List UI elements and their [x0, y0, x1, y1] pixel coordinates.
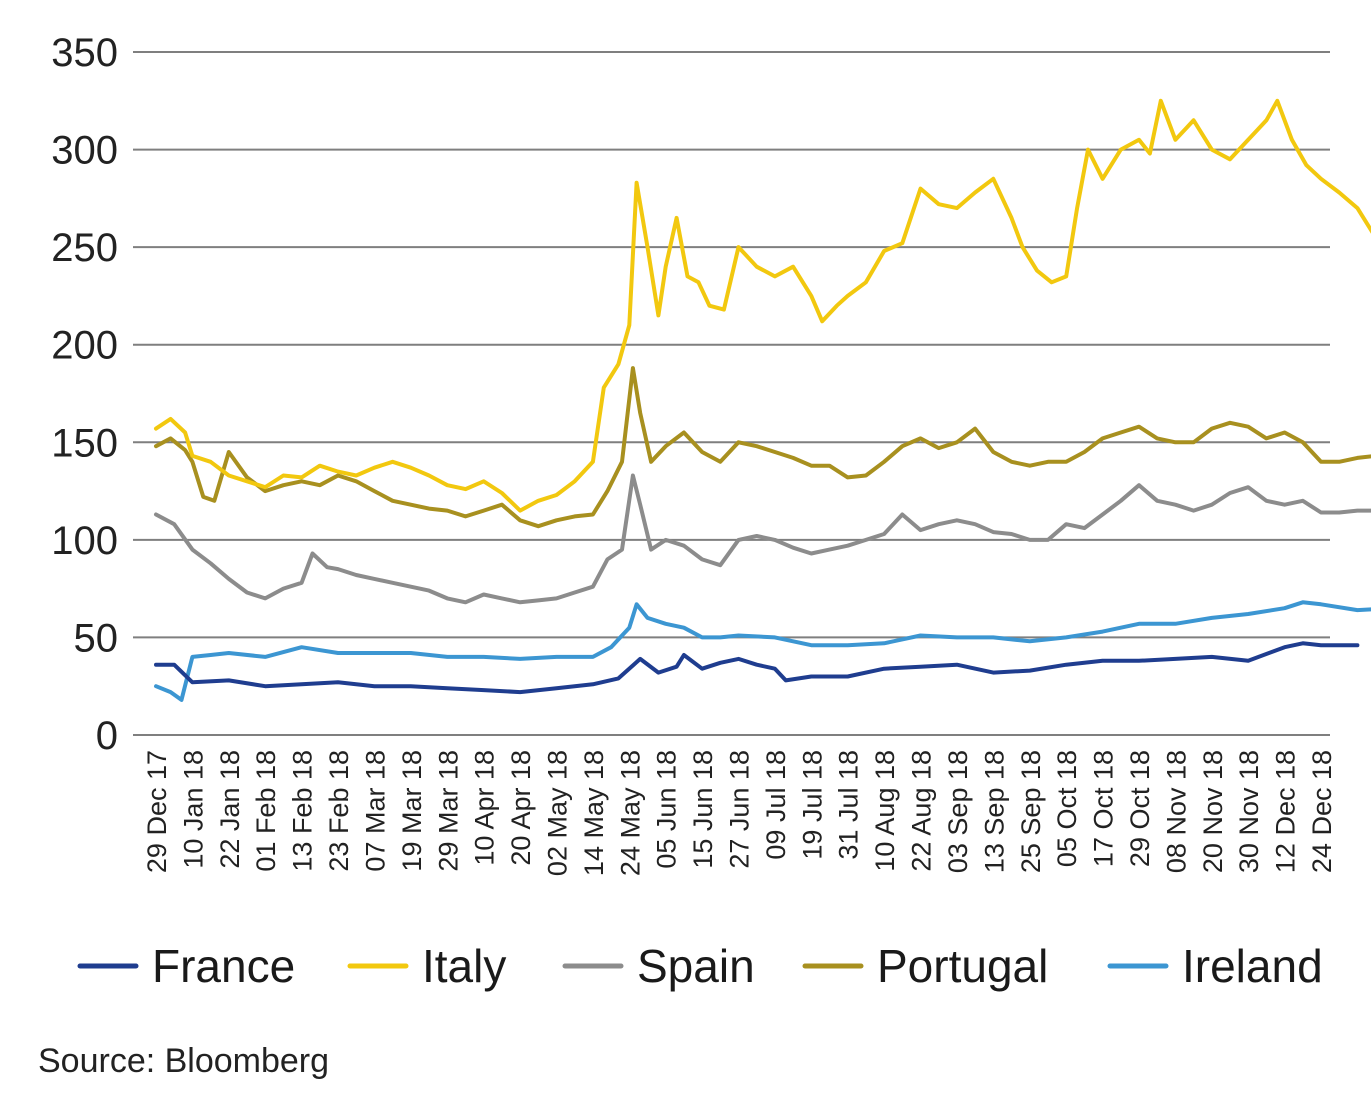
- x-tick-label: 14 May 18: [579, 750, 609, 876]
- x-tick-label: 13 Feb 18: [288, 750, 318, 872]
- x-tick-label: 22 Jan 18: [215, 750, 245, 869]
- source-note: Source: Bloomberg: [38, 1042, 329, 1080]
- y-tick-label: 100: [51, 519, 118, 563]
- y-tick-label: 200: [51, 324, 118, 368]
- x-tick-label: 15 Jun 18: [688, 750, 718, 869]
- x-tick-label: 31 Jul 18: [834, 750, 864, 860]
- y-tick-label: 0: [96, 714, 118, 758]
- legend-item-italy: Italy: [347, 940, 506, 992]
- y-tick-label: 150: [51, 421, 118, 465]
- legend-label: Spain: [637, 940, 755, 992]
- x-tick-label: 09 Jul 18: [761, 750, 791, 860]
- x-tick-label: 07 Mar 18: [360, 750, 390, 872]
- x-tick-label: 27 Jun 18: [725, 750, 755, 869]
- x-tick-label: 08 Nov 18: [1161, 750, 1191, 873]
- x-tick-label: 12 Dec 18: [1271, 750, 1301, 873]
- x-tick-label: 19 Mar 18: [397, 750, 427, 872]
- y-tick-label: 50: [74, 616, 119, 660]
- gridlines: [133, 51, 1330, 736]
- legend-item-ireland: Ireland: [1107, 940, 1323, 992]
- legend-item-spain: Spain: [562, 940, 755, 992]
- x-tick-label: 10 Jan 18: [178, 750, 208, 869]
- x-tick-label: 20 Apr 18: [506, 750, 536, 866]
- x-tick-label: 05 Jun 18: [652, 750, 682, 869]
- x-tick-label: 24 May 18: [615, 750, 645, 876]
- x-tick-label: 10 Apr 18: [470, 750, 500, 866]
- x-tick-label: 02 May 18: [542, 750, 572, 876]
- x-tick-label: 24 Dec 18: [1307, 750, 1337, 873]
- x-tick-label: 25 Sep 18: [1016, 750, 1046, 873]
- series-lines: [154, 98, 1371, 702]
- x-tick-label: 01 Feb 18: [251, 750, 281, 872]
- legend-item-portugal: Portugal: [802, 940, 1048, 992]
- legend-label: France: [152, 940, 295, 992]
- y-axis: 0 50 100 150 200 250 300 350: [51, 31, 118, 758]
- x-tick-label: 29 Dec 17: [142, 750, 172, 873]
- x-tick-label: 03 Sep 18: [943, 750, 973, 873]
- series-line-france: [154, 641, 1360, 695]
- x-tick-label: 23 Feb 18: [324, 750, 354, 872]
- x-tick-label: 05 Oct 18: [1052, 750, 1082, 867]
- legend-label: Ireland: [1182, 940, 1323, 992]
- y-tick-label: 300: [51, 129, 118, 173]
- x-tick-label: 29 Mar 18: [433, 750, 463, 872]
- legend: France Italy Spain Portugal Ireland: [77, 940, 1323, 992]
- series-line-portugal: [154, 366, 1371, 529]
- legend-item-france: France: [77, 940, 295, 992]
- x-tick-label: 20 Nov 18: [1198, 750, 1228, 873]
- y-tick-label: 350: [51, 31, 118, 75]
- legend-label: Portugal: [877, 940, 1048, 992]
- x-tick-label: 10 Aug 18: [870, 750, 900, 872]
- series-line-spain: [154, 473, 1371, 605]
- x-axis: 29 Dec 17 10 Jan 18 22 Jan 18 01 Feb 18 13 F…: [142, 750, 1337, 876]
- x-tick-label: 22 Aug 18: [907, 750, 937, 872]
- x-tick-label: 19 Jul 18: [797, 750, 827, 860]
- series-line-ireland: [154, 600, 1371, 702]
- x-tick-label: 13 Sep 18: [979, 750, 1009, 873]
- y-tick-label: 250: [51, 226, 118, 270]
- x-tick-label: 17 Oct 18: [1089, 750, 1119, 867]
- x-tick-label: 29 Oct 18: [1125, 750, 1155, 867]
- series-line-italy: [154, 98, 1371, 513]
- legend-label: Italy: [422, 940, 506, 992]
- x-tick-label: 30 Nov 18: [1234, 750, 1264, 873]
